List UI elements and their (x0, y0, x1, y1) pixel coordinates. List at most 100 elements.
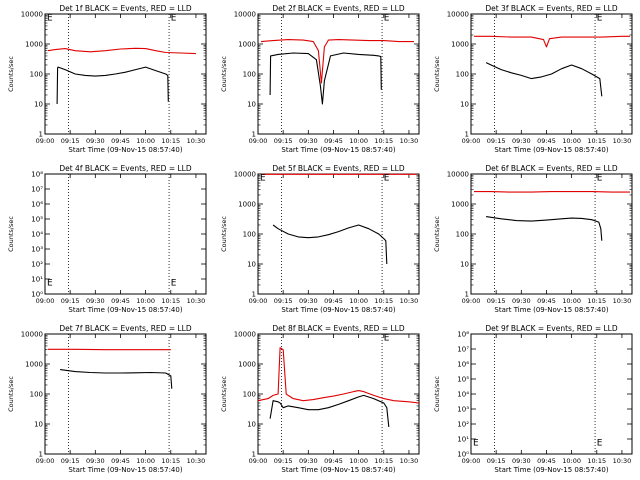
y-tick-label: 10000 (234, 331, 256, 339)
plot-frame (44, 333, 207, 455)
e-marker-label: E (384, 173, 390, 183)
plot-frame (470, 333, 633, 455)
y-tick-label: 10³ (31, 246, 43, 254)
y-tick-label: 10¹ (457, 436, 469, 444)
x-tick-label: 10:30 (613, 137, 632, 145)
detector-panel: Det 9f BLACK = Events, RED = LLD 10⁰ 10¹ 10… (433, 324, 633, 474)
y-tick-label: 10000 (447, 171, 469, 179)
e-marker-label: E (597, 13, 603, 23)
x-tick-label: 09:00 (462, 137, 481, 145)
y-tick-label: 10³ (457, 406, 469, 414)
x-tick-label: 09:45 (111, 297, 130, 305)
e-marker-label: E (47, 278, 53, 288)
y-tick-label: 10⁷ (457, 346, 469, 354)
y-tick-label: 1 (252, 291, 256, 299)
x-axis-label: Start Time (09-Nov-15 08:57:40) (494, 146, 608, 154)
panel-title: Det 6f BLACK = Events, RED = LLD (485, 164, 618, 173)
y-tick-label: 10 (247, 261, 256, 269)
x-tick-label: 09:15 (487, 297, 506, 305)
e-marker-label: E (384, 333, 390, 343)
y-axis-label: Counts/sec (433, 56, 441, 92)
y-tick-label: 100 (243, 71, 256, 79)
y-tick-label: 1 (252, 131, 256, 139)
detector-panel: Det 1f BLACK = Events, RED = LLD 1 10 100 10… (7, 4, 207, 154)
x-axis-label: Start Time (09-Nov-15 08:57:40) (281, 146, 395, 154)
x-tick-label: 09:15 (274, 137, 293, 145)
y-tick-label: 10 (247, 101, 256, 109)
y-tick-label: 10⁰ (31, 291, 43, 299)
x-tick-label: 10:30 (187, 457, 206, 465)
x-tick-label: 09:30 (512, 457, 531, 465)
e-marker-label: E (171, 13, 177, 23)
y-tick-label: 10⁰ (457, 451, 469, 459)
y-tick-label: 100 (456, 231, 469, 239)
x-tick-label: 09:00 (36, 137, 55, 145)
x-tick-label: 09:30 (86, 137, 105, 145)
x-tick-label: 10:00 (349, 137, 368, 145)
x-tick-label: 10:30 (187, 137, 206, 145)
y-tick-label: 10000 (447, 11, 469, 19)
x-tick-label: 09:15 (274, 457, 293, 465)
x-axis-label: Start Time (09-Nov-15 08:57:40) (494, 306, 608, 314)
y-axis-label: Counts/sec (433, 376, 441, 412)
y-tick-label: 10⁶ (457, 361, 469, 369)
y-tick-label: 1000 (451, 201, 469, 209)
y-tick-label: 10 (460, 261, 469, 269)
panel-title: Det 1f BLACK = Events, RED = LLD (59, 4, 192, 13)
x-tick-label: 10:15 (374, 137, 393, 145)
y-tick-label: 1000 (25, 361, 43, 369)
detector-panel: Det 6f BLACK = Events, RED = LLD 1 10 100 10… (433, 164, 633, 314)
y-tick-label: 100 (30, 391, 43, 399)
y-axis-label: Counts/sec (7, 216, 15, 252)
plot-frame (257, 333, 420, 455)
panel-title: Det 7f BLACK = Events, RED = LLD (59, 324, 192, 333)
x-tick-label: 09:00 (462, 457, 481, 465)
x-tick-label: 09:00 (36, 457, 55, 465)
x-axis-label: Start Time (09-Nov-15 08:57:40) (494, 466, 608, 474)
lld-series-line (260, 39, 414, 84)
x-tick-label: 09:45 (324, 457, 343, 465)
events-series-line (56, 66, 169, 105)
x-tick-label: 09:45 (537, 457, 556, 465)
x-tick-label: 09:00 (249, 297, 268, 305)
y-tick-label: 100 (243, 231, 256, 239)
x-tick-label: 09:15 (61, 137, 80, 145)
detector-panel: Det 8f BLACK = Events, RED = LLD 1 10 100 10… (220, 324, 420, 474)
e-marker-label: E (47, 13, 53, 23)
x-tick-label: 09:30 (299, 457, 318, 465)
x-tick-label: 09:30 (86, 297, 105, 305)
x-tick-label: 10:00 (136, 457, 155, 465)
x-tick-label: 10:30 (187, 297, 206, 305)
y-tick-label: 10⁵ (31, 216, 43, 224)
x-tick-label: 10:15 (161, 137, 180, 145)
plot-frame (44, 173, 207, 295)
plot-frame (257, 13, 420, 135)
events-series-line (269, 394, 390, 427)
plot-frame (257, 173, 420, 295)
detector-panel: Det 5f BLACK = Events, RED = LLD 1 10 100 10… (220, 164, 420, 314)
y-tick-label: 10000 (234, 11, 256, 19)
lld-series-line (474, 35, 630, 48)
x-tick-label: 09:30 (299, 297, 318, 305)
y-axis-label: Counts/sec (220, 376, 228, 412)
x-tick-label: 09:00 (249, 137, 268, 145)
detector-panel: Det 2f BLACK = Events, RED = LLD 1 10 100 10… (220, 4, 420, 154)
detector-panel: Det 3f BLACK = Events, RED = LLD 1 10 100 10… (433, 4, 633, 154)
y-tick-label: 100 (243, 391, 256, 399)
y-tick-label: 1000 (238, 361, 256, 369)
y-tick-label: 10² (31, 261, 43, 269)
x-tick-label: 10:30 (400, 137, 419, 145)
x-axis-label: Start Time (09-Nov-15 08:57:40) (281, 466, 395, 474)
x-tick-label: 09:45 (324, 297, 343, 305)
events-series-line (60, 369, 173, 389)
x-tick-label: 09:00 (462, 297, 481, 305)
y-tick-label: 1 (252, 451, 256, 459)
y-tick-label: 10000 (21, 11, 43, 19)
x-tick-label: 10:30 (613, 297, 632, 305)
x-tick-label: 09:15 (274, 297, 293, 305)
detector-panel: Det 7f BLACK = Events, RED = LLD 1 10 100 10… (7, 324, 207, 474)
y-axis-label: Counts/sec (433, 216, 441, 252)
x-axis-label: Start Time (09-Nov-15 08:57:40) (68, 146, 182, 154)
lld-series-line (47, 47, 196, 55)
